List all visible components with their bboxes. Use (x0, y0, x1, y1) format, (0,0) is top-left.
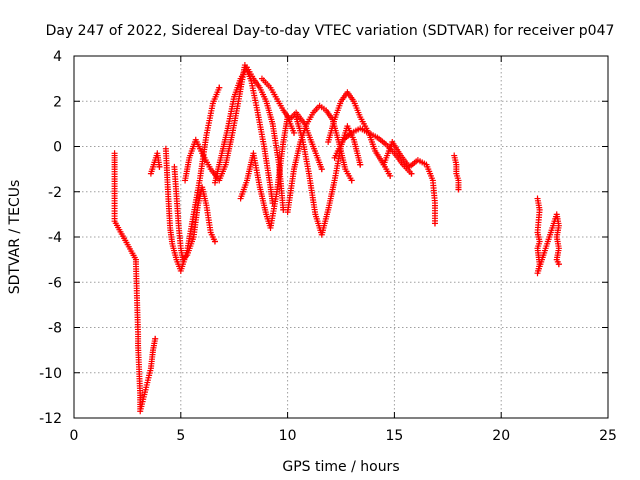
x-tick-label: 25 (599, 428, 617, 444)
y-tick-label: -12 (39, 411, 62, 427)
x-tick-label: 15 (385, 428, 403, 444)
data-point (156, 163, 163, 170)
data-point (211, 238, 218, 245)
chart-title: Day 247 of 2022, Sidereal Day-to-day VTE… (46, 23, 615, 39)
x-tick-label: 0 (70, 428, 79, 444)
data-point (455, 186, 462, 193)
data-point (408, 170, 415, 177)
y-tick-label: -10 (39, 366, 62, 382)
data-point (291, 129, 298, 136)
data-point (216, 84, 223, 91)
data-point (152, 335, 159, 342)
data-point (387, 172, 394, 179)
y-tick-label: 2 (53, 94, 62, 110)
x-tick-label: 5 (176, 428, 185, 444)
y-tick-label: -2 (48, 185, 62, 201)
axes: 0 5 10 15 20 25 -12 -10 -8 -6 -4 -2 0 2 4 (39, 49, 617, 444)
x-tick-label: 20 (492, 428, 510, 444)
y-tick-label: -4 (48, 230, 62, 246)
data-point (318, 166, 325, 173)
y-tick-label: 0 (53, 140, 62, 156)
data-point (357, 161, 364, 168)
grid (74, 56, 608, 418)
data-point (555, 261, 562, 268)
x-tick-label: 10 (279, 428, 297, 444)
y-axis-label: SDTVAR / TECUs (7, 180, 23, 295)
y-tick-label: -6 (48, 275, 62, 291)
data-points (111, 62, 562, 415)
y-tick-label: 4 (53, 49, 62, 65)
data-point (348, 177, 355, 184)
y-tick-label: -8 (48, 321, 62, 337)
data-point (431, 220, 438, 227)
x-axis-label: GPS time / hours (282, 459, 399, 475)
